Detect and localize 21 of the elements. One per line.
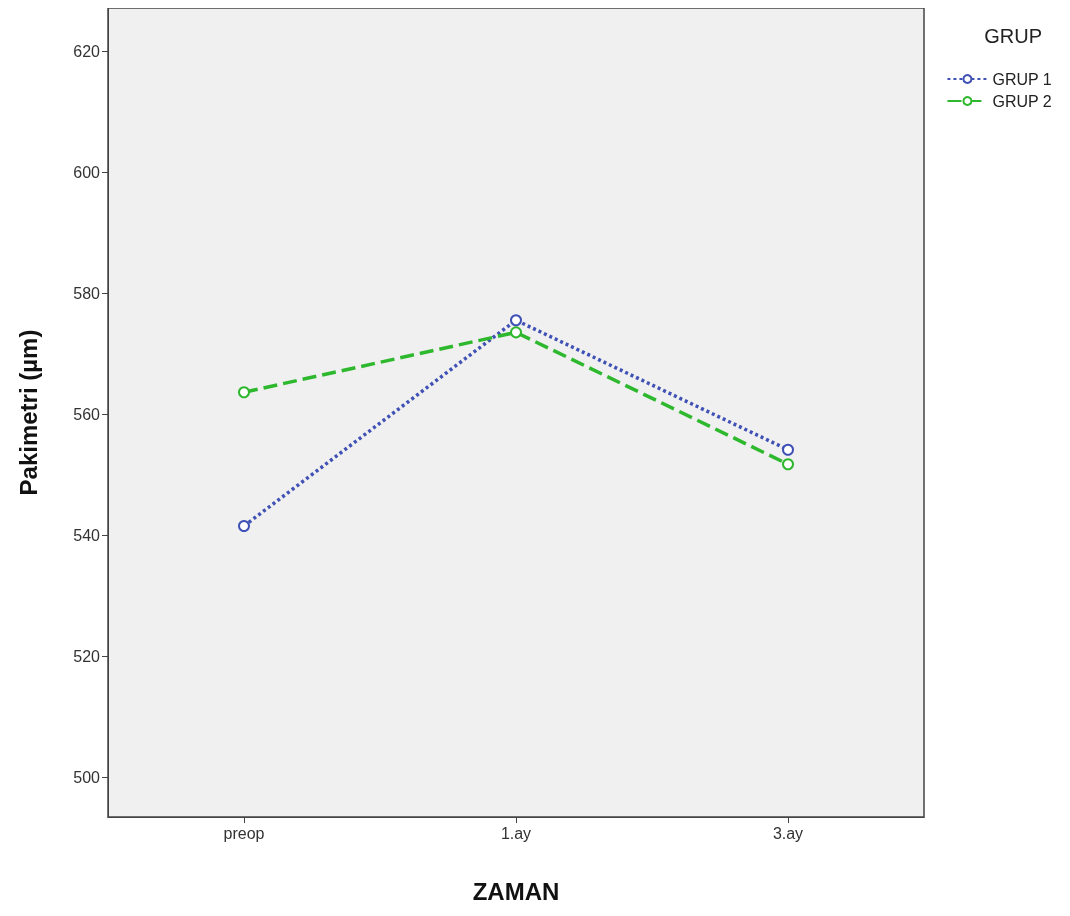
y-tick-label: 540 [73, 527, 101, 545]
y-tick-label: 500 [73, 769, 101, 787]
legend-label: GRUP 1 [992, 70, 1052, 88]
y-tick-label: 620 [73, 43, 101, 61]
point [782, 443, 794, 456]
legend-title: GRUP [984, 25, 1043, 47]
x-tick-label: preop [223, 824, 265, 842]
legend-label: GRUP 2 [992, 92, 1052, 110]
point [510, 314, 522, 327]
y-axis-title: Pakimetri (µm) [14, 329, 42, 496]
point [238, 386, 250, 399]
x-axis-title: ZAMAN [472, 877, 560, 905]
point [238, 519, 250, 532]
y-tick-label: 600 [73, 164, 101, 182]
point [782, 458, 794, 471]
y-tick-label: 580 [73, 285, 101, 303]
y-tick-label: 560 [73, 406, 101, 424]
x-tick-label: 1.ay [500, 824, 532, 842]
x-tick-label: 3.ay [772, 824, 804, 842]
y-tick-label: 520 [73, 648, 101, 666]
point [510, 326, 522, 339]
